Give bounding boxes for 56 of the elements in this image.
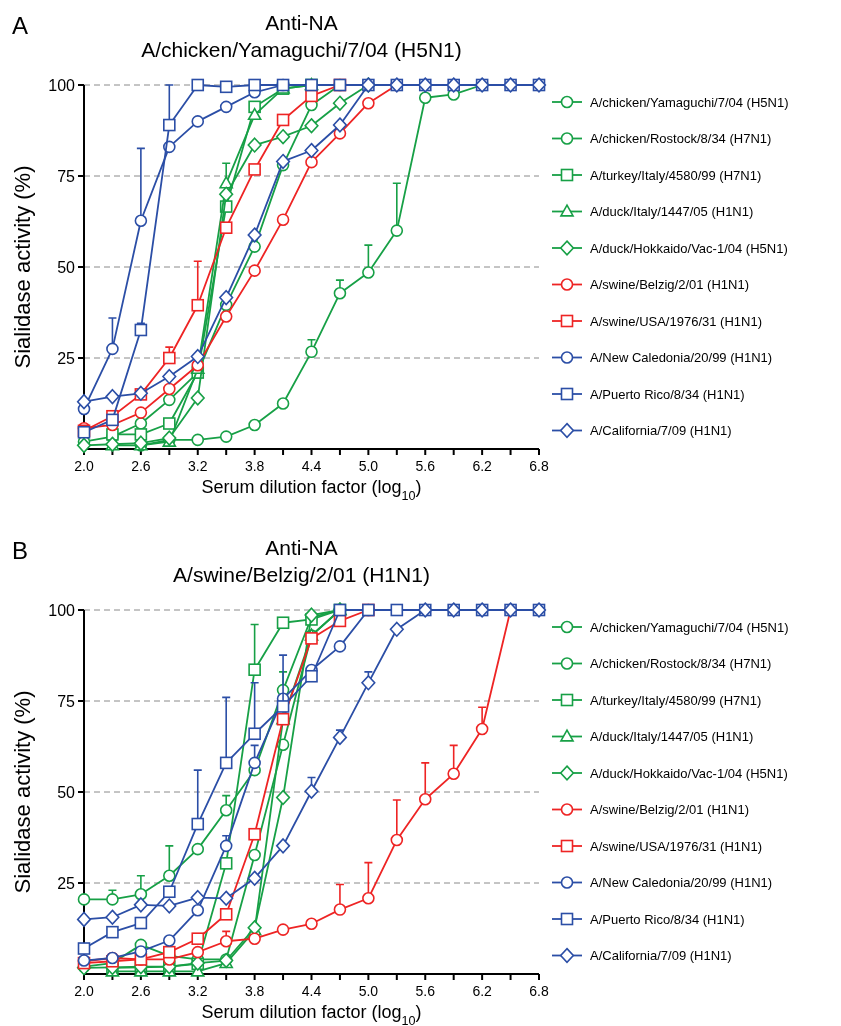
x-axis-title: Serum dilution factor (log$_{10}$) [201,1002,422,1026]
y-tick-label: 25 [57,874,76,892]
x-tick-label: 4.4 [301,458,322,474]
text: A [12,12,29,39]
legend-label: A/swine/USA/1976/31 (H1N1) [590,313,762,329]
legend-label: A/swine/USA/1976/31 (H1N1) [590,838,762,854]
x-tick-label: 3.2 [188,458,208,474]
y-tick-label: 100 [48,601,76,619]
legend-label: A/turkey/Italy/4580/99 (H7N1) [590,167,762,183]
x-tick-label: 5.0 [358,983,379,999]
legend-label: A/California/7/09 (H1N1) [590,423,732,439]
x-tick-label: 2.6 [131,458,151,474]
x-tick-label: 3.2 [188,983,208,999]
legend-label: A/Puerto Rico/8/34 (H1N1) [590,911,745,927]
legend-label: A/swine/Belzig/2/01 (H1N1) [590,277,749,293]
legend-label: A/New Caledonia/20/99 (H1N1) [590,875,773,891]
x-tick-label: 6.2 [472,983,493,999]
legend-label: A/duck/Italy/1447/05 (H1N1) [590,729,754,745]
legend-label: A/duck/Hokkaido/Vac-1/04 (H5N1) [590,240,788,256]
x-tick-label: 6.8 [529,458,549,474]
text: B [12,537,29,564]
x-tick-label: 6.2 [472,458,493,474]
x-tick-label: 2.0 [74,458,94,474]
x-tick-label: 5.0 [358,458,379,474]
legend-label: A/chicken/Yamaguchi/7/04 (H5N1) [590,94,789,110]
x-tick-label: 6.8 [529,983,549,999]
legend-label: A/duck/Italy/1447/05 (H1N1) [590,204,754,220]
y-tick-label: 50 [57,258,76,276]
x-tick-label: 5.6 [415,458,436,474]
chart-subtitle: A/swine/Belzig/2/01 (H1N1) [173,563,430,586]
y-tick-label: 75 [57,692,76,710]
legend-label: A/chicken/Rostock/8/34 (H7N1) [590,131,772,147]
x-tick-label: 5.6 [415,983,436,999]
y-tick-label: 75 [57,167,76,185]
legend-label: A/duck/Hokkaido/Vac-1/04 (H5N1) [590,765,788,781]
chart-title: Anti-NA [265,536,338,559]
y-tick-label: 100 [48,76,76,94]
x-tick-label: 2.0 [74,983,94,999]
legend-label: A/Puerto Rico/8/34 (H1N1) [590,386,745,402]
x-axis-title: Serum dilution factor (log$_{10}$) [201,477,422,503]
legend-label: A/chicken/Yamaguchi/7/04 (H5N1) [590,619,789,635]
legend-label: A/New Caledonia/20/99 (H1N1) [590,350,773,366]
y-tick-label: 25 [57,349,76,367]
legend-label: A/chicken/Rostock/8/34 (H7N1) [590,656,772,672]
x-tick-label: 3.8 [244,458,265,474]
chart-subtitle: A/chicken/Yamaguchi/7/04 (H5N1) [141,38,462,61]
x-tick-label: 3.8 [244,983,265,999]
y-tick-label: 50 [57,783,76,801]
y-axis-title: Sialidase activity (%) [10,690,35,894]
legend-label: A/turkey/Italy/4580/99 (H7N1) [590,692,762,708]
legend-label: A/California/7/09 (H1N1) [590,948,732,964]
y-axis-title: Sialidase activity (%) [10,165,35,369]
x-tick-label: 2.6 [131,983,151,999]
x-tick-label: 4.4 [301,983,322,999]
legend-label: A/swine/Belzig/2/01 (H1N1) [590,802,749,818]
chart-title: Anti-NA [265,11,338,34]
